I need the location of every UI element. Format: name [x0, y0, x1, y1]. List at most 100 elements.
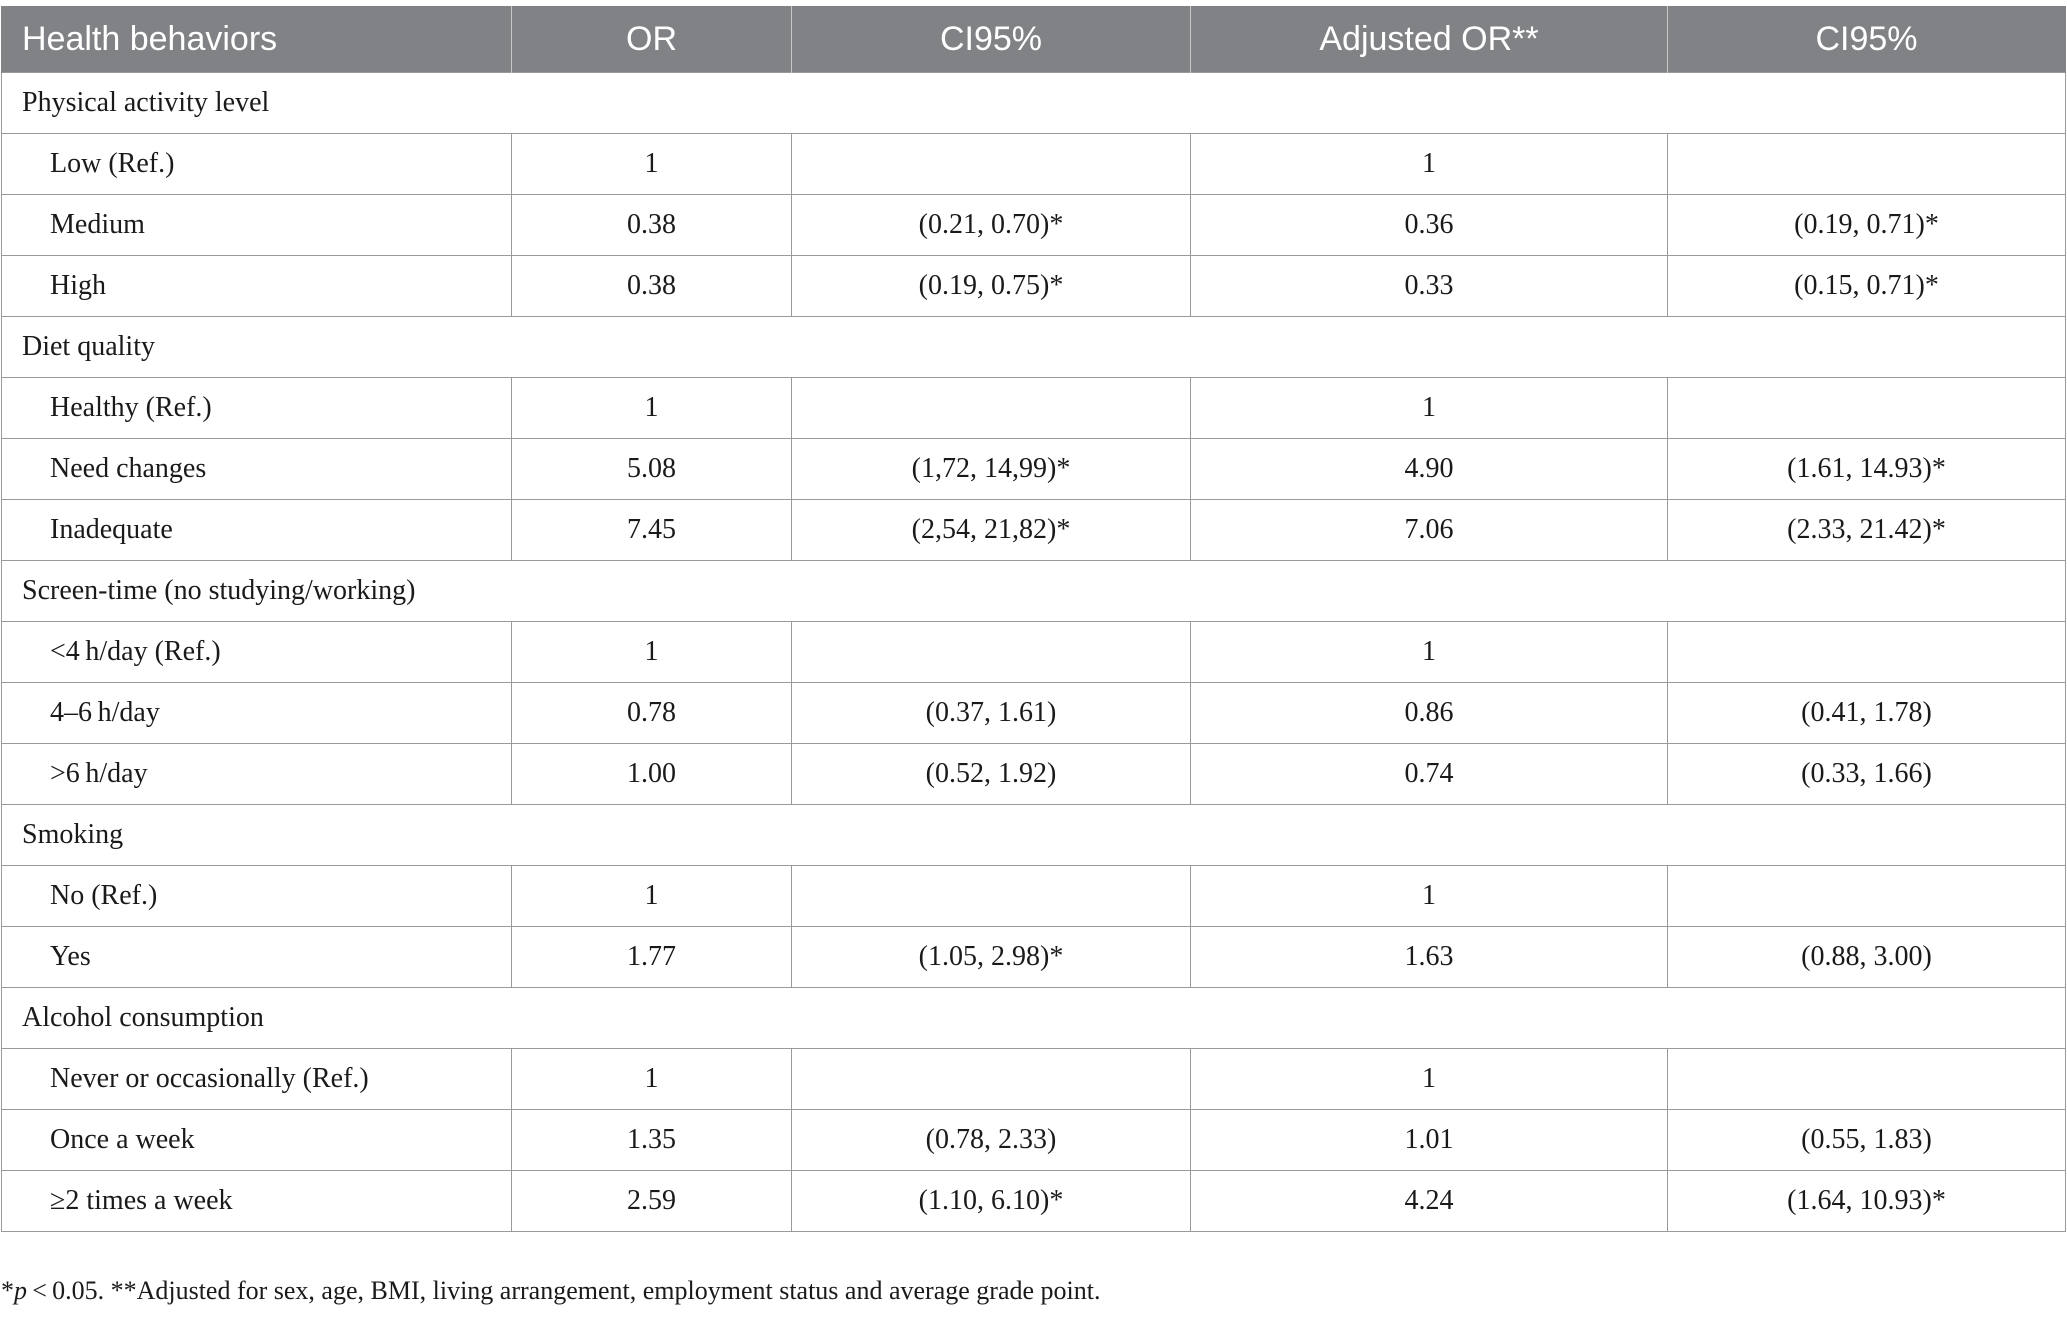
cell-or: 5.08 — [511, 438, 792, 500]
cell-ci95: (0.78, 2.33) — [791, 1109, 1191, 1171]
table-row: >6 h/day 1.00 (0.52, 1.92) 0.74 (0.33, 1.66) — [1, 743, 2066, 805]
table-header-row: Health behaviors OR CI95% Adjusted OR** … — [1, 6, 2066, 73]
cell-or: 0.78 — [511, 682, 792, 744]
cell-ci95 — [791, 377, 1191, 439]
cell-or: 0.38 — [511, 194, 792, 256]
cell-adjusted-ci95: (1.64, 10.93)* — [1667, 1170, 2066, 1232]
cell-adjusted-ci95 — [1667, 377, 2066, 439]
table-row: Never or occasionally (Ref.) 1 1 — [1, 1048, 2066, 1110]
row-label: Never or occasionally (Ref.) — [1, 1048, 512, 1110]
cell-ci95 — [791, 133, 1191, 195]
header-adjusted-ci95: CI95% — [1667, 6, 2066, 73]
cell-adjusted-or: 0.33 — [1190, 255, 1668, 317]
cell-adjusted-or: 7.06 — [1190, 499, 1668, 561]
cell-adjusted-ci95: (0.19, 0.71)* — [1667, 194, 2066, 256]
cell-ci95: (1.05, 2.98)* — [791, 926, 1191, 988]
group-title: Screen-time (no studying/working) — [1, 560, 2066, 622]
group-title: Diet quality — [1, 316, 2066, 378]
footnote-p-symbol: p — [14, 1276, 27, 1305]
cell-adjusted-or: 1 — [1190, 1048, 1668, 1110]
cell-ci95: (0.21, 0.70)* — [791, 194, 1191, 256]
odds-ratio-table: Health behaviors OR CI95% Adjusted OR** … — [1, 6, 2066, 1232]
row-label: Yes — [1, 926, 512, 988]
cell-adjusted-ci95 — [1667, 1048, 2066, 1110]
header-health-behaviors: Health behaviors — [1, 6, 512, 73]
group-row: Alcohol consumption — [1, 987, 2066, 1049]
cell-ci95: (0.52, 1.92) — [791, 743, 1191, 805]
header-or: OR — [511, 6, 792, 73]
cell-adjusted-or: 1 — [1190, 621, 1668, 683]
cell-ci95: (0.19, 0.75)* — [791, 255, 1191, 317]
cell-or: 1.77 — [511, 926, 792, 988]
table-row: Inadequate 7.45 (2,54, 21,82)* 7.06 (2.33, 2… — [1, 499, 2066, 561]
cell-adjusted-ci95 — [1667, 133, 2066, 195]
cell-ci95: (2,54, 21,82)* — [791, 499, 1191, 561]
cell-or: 1 — [511, 621, 792, 683]
cell-adjusted-or: 4.90 — [1190, 438, 1668, 500]
row-label: Once a week — [1, 1109, 512, 1171]
cell-adjusted-ci95: (0.15, 0.71)* — [1667, 255, 2066, 317]
table-row: Once a week 1.35 (0.78, 2.33) 1.01 (0.55, 1.… — [1, 1109, 2066, 1171]
cell-adjusted-or: 1.01 — [1190, 1109, 1668, 1171]
cell-adjusted-or: 0.74 — [1190, 743, 1668, 805]
results-table-container: Health behaviors OR CI95% Adjusted OR** … — [1, 6, 2066, 1232]
cell-ci95: (1.10, 6.10)* — [791, 1170, 1191, 1232]
cell-adjusted-ci95: (0.33, 1.66) — [1667, 743, 2066, 805]
cell-adjusted-or: 1.63 — [1190, 926, 1668, 988]
row-label: Healthy (Ref.) — [1, 377, 512, 439]
row-label: Medium — [1, 194, 512, 256]
row-label: No (Ref.) — [1, 865, 512, 927]
cell-or: 1.35 — [511, 1109, 792, 1171]
cell-or: 1 — [511, 1048, 792, 1110]
footnote-star: * — [1, 1276, 14, 1305]
header-adjusted-or: Adjusted OR** — [1190, 6, 1668, 73]
group-title: Alcohol consumption — [1, 987, 2066, 1049]
cell-adjusted-ci95: (1.61, 14.93)* — [1667, 438, 2066, 500]
row-label: High — [1, 255, 512, 317]
cell-ci95: (0.37, 1.61) — [791, 682, 1191, 744]
group-title: Smoking — [1, 804, 2066, 866]
cell-or: 1 — [511, 377, 792, 439]
table-row: Healthy (Ref.) 1 1 — [1, 377, 2066, 439]
cell-ci95 — [791, 865, 1191, 927]
table-row: ≥2 times a week 2.59 (1.10, 6.10)* 4.24 (1.6… — [1, 1170, 2066, 1232]
cell-adjusted-or: 1 — [1190, 133, 1668, 195]
cell-or: 1 — [511, 133, 792, 195]
cell-adjusted-ci95: (0.41, 1.78) — [1667, 682, 2066, 744]
cell-adjusted-ci95 — [1667, 621, 2066, 683]
row-label: Low (Ref.) — [1, 133, 512, 195]
row-label: >6 h/day — [1, 743, 512, 805]
table-row: Yes 1.77 (1.05, 2.98)* 1.63 (0.88, 3.00) — [1, 926, 2066, 988]
header-ci95: CI95% — [791, 6, 1191, 73]
cell-adjusted-or: 1 — [1190, 865, 1668, 927]
cell-or: 0.38 — [511, 255, 792, 317]
cell-adjusted-or: 1 — [1190, 377, 1668, 439]
table-row: <4 h/day (Ref.) 1 1 — [1, 621, 2066, 683]
table-row: Low (Ref.) 1 1 — [1, 133, 2066, 195]
cell-adjusted-ci95 — [1667, 865, 2066, 927]
cell-or: 1.00 — [511, 743, 792, 805]
group-row: Smoking — [1, 804, 2066, 866]
cell-or: 1 — [511, 865, 792, 927]
footnote-p-text: < 0.05. — [27, 1276, 105, 1305]
cell-ci95 — [791, 1048, 1191, 1110]
group-row: Diet quality — [1, 316, 2066, 378]
cell-ci95 — [791, 621, 1191, 683]
cell-adjusted-ci95: (2.33, 21.42)* — [1667, 499, 2066, 561]
group-row: Physical activity level — [1, 72, 2066, 134]
table-footnote: *p < 0.05. **Adjusted for sex, age, BMI,… — [1, 1276, 1100, 1306]
group-row: Screen-time (no studying/working) — [1, 560, 2066, 622]
table-row: 4–6 h/day 0.78 (0.37, 1.61) 0.86 (0.41, 1.78… — [1, 682, 2066, 744]
row-label: Need changes — [1, 438, 512, 500]
row-label: <4 h/day (Ref.) — [1, 621, 512, 683]
table-row: Medium 0.38 (0.21, 0.70)* 0.36 (0.19, 0.71)* — [1, 194, 2066, 256]
cell-adjusted-ci95: (0.88, 3.00) — [1667, 926, 2066, 988]
row-label: ≥2 times a week — [1, 1170, 512, 1232]
cell-ci95: (1,72, 14,99)* — [791, 438, 1191, 500]
table-row: Need changes 5.08 (1,72, 14,99)* 4.90 (1.61,… — [1, 438, 2066, 500]
cell-adjusted-ci95: (0.55, 1.83) — [1667, 1109, 2066, 1171]
cell-adjusted-or: 4.24 — [1190, 1170, 1668, 1232]
row-label: Inadequate — [1, 499, 512, 561]
footnote-adjustment-note: **Adjusted for sex, age, BMI, living arr… — [104, 1276, 1101, 1305]
row-label: 4–6 h/day — [1, 682, 512, 744]
